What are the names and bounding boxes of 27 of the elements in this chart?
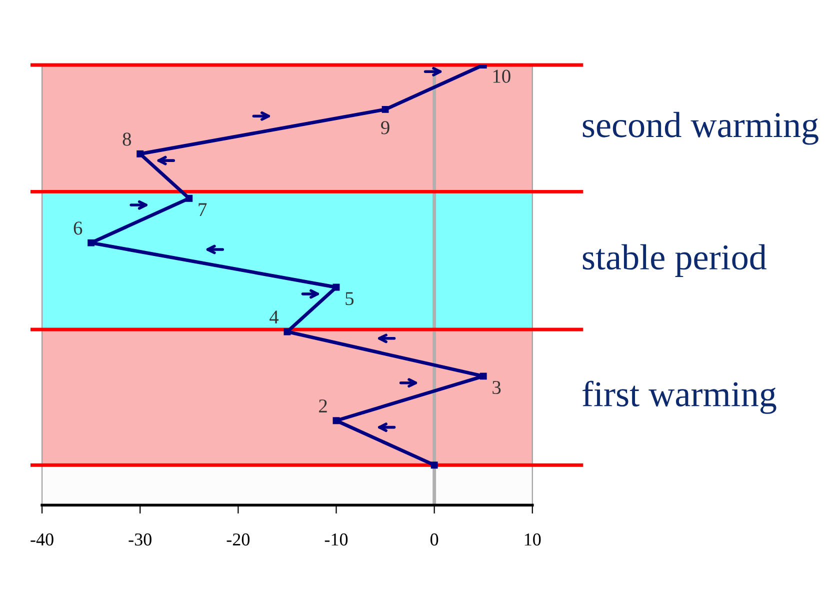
x-tick-label: -10 bbox=[324, 533, 348, 546]
data-label: 9 bbox=[381, 121, 390, 134]
data-label: 5 bbox=[346, 292, 354, 306]
x-tick-label: 0 bbox=[430, 533, 438, 546]
point bbox=[382, 106, 389, 113]
band-label: stable period bbox=[582, 244, 766, 277]
point bbox=[136, 150, 144, 158]
point bbox=[284, 328, 291, 336]
data-label: 8 bbox=[122, 132, 132, 146]
x-tick-label: 10 bbox=[524, 533, 541, 546]
data-label: 7 bbox=[198, 203, 207, 216]
band-label: second warming bbox=[582, 112, 818, 145]
data-label: 6 bbox=[74, 222, 82, 235]
point bbox=[430, 462, 438, 469]
point bbox=[186, 194, 193, 202]
data-label: 3 bbox=[492, 380, 501, 394]
x-tick-label: -40 bbox=[30, 533, 54, 546]
point bbox=[332, 284, 340, 291]
point bbox=[332, 417, 340, 424]
point bbox=[88, 239, 95, 246]
data-label: 10 bbox=[493, 70, 510, 83]
data-label: 2 bbox=[319, 399, 327, 412]
data-label: 4 bbox=[270, 310, 279, 324]
band-label: first warming bbox=[582, 380, 776, 414]
x-tick-label: -20 bbox=[226, 533, 250, 546]
point bbox=[480, 372, 487, 380]
x-tick-label: -30 bbox=[128, 533, 152, 546]
